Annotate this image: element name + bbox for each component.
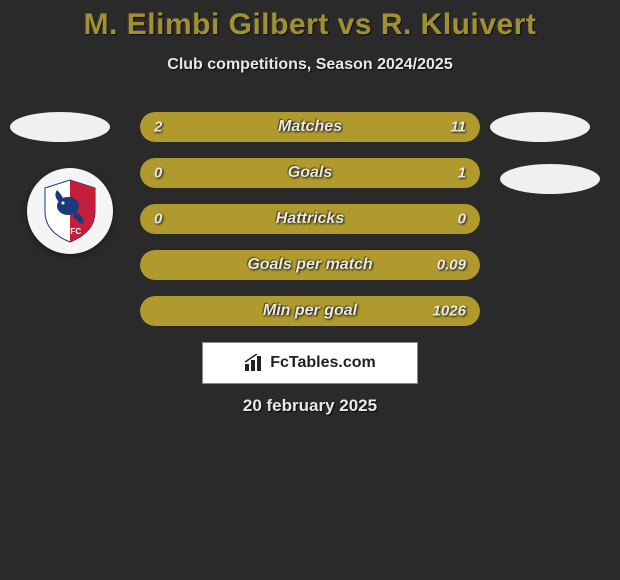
stat-label: Hattricks — [140, 210, 480, 228]
stats-area: GVFC 2Matches110Goals10Hattricks0Goals p… — [0, 112, 620, 326]
stat-value-right: 1026 — [433, 303, 466, 320]
page-title: M. Elimbi Gilbert vs R. Kluivert — [0, 8, 620, 42]
stat-label: Matches — [140, 118, 480, 136]
stat-value-right: 1 — [458, 165, 466, 182]
decor-ellipse-right — [490, 112, 590, 142]
decor-ellipse-left — [10, 112, 110, 142]
stat-row: 2Matches11 — [140, 112, 480, 142]
decor-ellipse-right-2 — [500, 164, 600, 194]
date-text: 20 february 2025 — [0, 396, 620, 416]
stat-label: Goals per match — [140, 256, 480, 274]
fctables-text: FcTables.com — [270, 354, 376, 372]
comparison-infographic: M. Elimbi Gilbert vs R. Kluivert Club co… — [0, 0, 620, 416]
subtitle: Club competitions, Season 2024/2025 — [0, 56, 620, 74]
stat-row: 0Hattricks0 — [140, 204, 480, 234]
stat-label: Min per goal — [140, 302, 480, 320]
gil-vicente-logo: GVFC — [35, 176, 105, 246]
stat-value-right: 0.09 — [437, 257, 466, 274]
fctables-watermark: FcTables.com — [202, 342, 418, 384]
stat-label: Goals — [140, 164, 480, 182]
stat-row: Goals per match0.09 — [140, 250, 480, 280]
stat-value-right: 11 — [450, 119, 466, 136]
svg-text:GVFC: GVFC — [59, 227, 81, 236]
stat-row: Min per goal1026 — [140, 296, 480, 326]
stat-row: 0Goals1 — [140, 158, 480, 188]
team-badge-left: GVFC — [27, 168, 113, 254]
stat-value-right: 0 — [458, 211, 466, 228]
bar-chart-icon — [244, 354, 266, 372]
